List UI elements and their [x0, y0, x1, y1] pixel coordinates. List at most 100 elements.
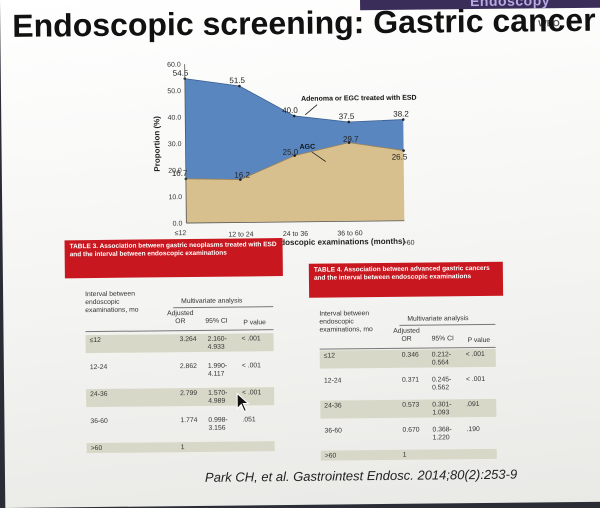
data-label: 37.5 — [339, 112, 355, 121]
esd-area — [184, 78, 404, 180]
cell-ci: 0.212-0.564 — [431, 351, 452, 367]
legend-esd-pointer — [304, 104, 318, 116]
mouse-pointer-icon — [236, 392, 250, 413]
table3-group-rule — [173, 306, 274, 309]
y-tick-label: 10.0 — [168, 194, 182, 201]
cell-interval: >60 — [324, 452, 337, 460]
x-tick-label: ≤12 — [175, 230, 187, 237]
y-tick-label: 50.0 — [167, 88, 181, 95]
table-row: 12-24 0.371 0.245-0.562 < .001 — [320, 374, 496, 394]
cell-p: .190 — [466, 425, 480, 434]
x-axis-label: Interval between endoscopic examinations… — [206, 237, 406, 248]
data-label: 26.5 — [392, 153, 408, 162]
data-label: 16.7 — [172, 169, 188, 178]
y-axis-label: Proportion (%) — [152, 116, 162, 172]
table4-group-rule — [399, 323, 496, 326]
data-point — [347, 120, 351, 124]
table3-header-rule — [85, 329, 274, 333]
table-row: 12-24 2.862 1.990-4.117 < .001 — [86, 360, 274, 380]
x-tick-label: 24 to 36 — [283, 231, 308, 238]
cell-interval: 36-60 — [90, 417, 108, 426]
y-axis — [184, 64, 187, 224]
cell-or: 1 — [180, 444, 185, 452]
table-row: >60 1 — [86, 441, 275, 454]
table3: Interval between endoscopic examinations… — [85, 289, 277, 454]
cell-p: < .001 — [465, 350, 485, 359]
cell-or: 1 — [402, 451, 407, 459]
agc-area — [185, 142, 405, 224]
x-tick-label: 36 to 60 — [337, 230, 362, 237]
table4: Interval between endoscopic examinations… — [319, 309, 501, 466]
cell-p: .091 — [466, 401, 480, 409]
cell-p: .051 — [242, 416, 256, 424]
y-tick-label: 60.0 — [167, 62, 181, 69]
data-point — [347, 141, 351, 144]
cell-interval: 12-24 — [323, 377, 342, 385]
table3-col-group: Multivariate analysis — [181, 297, 243, 306]
y-tick-label: 0.0 — [173, 221, 183, 228]
legend-agc-label: AGC — [300, 144, 316, 151]
table3-col-or: Adjusted OR — [167, 309, 194, 326]
data-point — [402, 149, 405, 152]
cell-or: 3.264 — [179, 335, 197, 344]
data-label: 40.0 — [282, 106, 298, 115]
cell-ci: 0.245-0.562 — [431, 376, 452, 392]
cell-p: < .001 — [465, 375, 486, 384]
cell-or: 0.573 — [402, 401, 420, 409]
cell-or: 1.774 — [180, 416, 198, 425]
data-label: 29.7 — [343, 135, 359, 144]
table-row: 36-60 1.774 0.998-3.156 .051 — [86, 414, 274, 434]
cell-ci: 1.570-4.989 — [208, 389, 228, 405]
data-point — [239, 178, 242, 181]
table4-col-ci: 95% CI — [431, 335, 454, 343]
table-row: 36-60 0.670 0.368-1.220 .190 — [320, 424, 496, 444]
cell-interval: ≤12 — [323, 352, 336, 360]
cell-interval: ≤12 — [89, 336, 101, 345]
cell-interval: 24-36 — [90, 390, 108, 399]
cell-ci: 1.990-4.117 — [207, 362, 228, 378]
data-point — [238, 84, 241, 88]
area-chart: 54.5 51.5 40.0 37.5 38.2 16.7 16.2 25.0 29.7 26.5… — [152, 62, 417, 248]
table3-title: TABLE 3. Association between gastric neo… — [64, 238, 283, 279]
data-label: 16.2 — [234, 170, 250, 179]
cell-p: < .001 — [241, 362, 261, 370]
table3-col-p: P value — [243, 319, 266, 327]
table4-col-group: Multivariate analysis — [407, 315, 469, 323]
table3-col-ci: 95% CI — [205, 317, 228, 325]
data-label: 25.0 — [283, 148, 299, 157]
table4-col-or: Adjusted OR — [393, 327, 420, 343]
data-point — [292, 114, 296, 118]
cell-or: 0.670 — [402, 426, 420, 434]
cell-or: 2.799 — [180, 389, 198, 398]
table3-col-interval: Interval between endoscopic examinations… — [85, 290, 139, 315]
cell-ci: 2.160-4.933 — [207, 335, 227, 351]
cell-p: < .001 — [241, 335, 261, 343]
x-tick-label: 12 to 24 — [228, 231, 253, 238]
table4-col-interval: Interval between endoscopic examinations… — [319, 310, 373, 334]
table4-title: TABLE 4. Association between advanced ga… — [308, 261, 504, 298]
y-tick-label: 40.0 — [168, 115, 182, 122]
table4-col-p: P value — [467, 336, 491, 345]
table-row: ≤12 3.264 2.160-4.933 < .001 — [85, 333, 274, 354]
table-row: 24-36 0.573 0.301-1.093 .091 — [320, 398, 497, 419]
cell-or: 2.862 — [179, 362, 197, 371]
y-tick-label: 20.0 — [168, 168, 182, 175]
data-point — [401, 118, 405, 121]
cell-ci: 0.301-1.093 — [432, 401, 452, 417]
x-axis — [186, 220, 405, 224]
data-label: 51.5 — [229, 76, 245, 85]
table-row: >60 1 — [320, 448, 497, 461]
data-label: 54.5 — [173, 69, 189, 78]
cell-or: 0.346 — [401, 351, 419, 359]
citation: Park CH, et al. Gastrointest Endosc. 201… — [204, 466, 518, 485]
y-tick-label: 30.0 — [168, 141, 182, 148]
cell-or: 0.371 — [401, 376, 420, 384]
legend-esd-label: Adenoma or EGC treated with ESD — [301, 95, 417, 103]
x-tick-label: >60 — [403, 240, 415, 247]
data-label: 38.2 — [393, 109, 409, 118]
data-point — [293, 154, 296, 157]
cell-interval: 12-24 — [89, 363, 108, 372]
cell-interval: 24-36 — [324, 402, 342, 410]
table-row: ≤12 0.346 0.212-0.564 < .001 — [319, 348, 496, 369]
